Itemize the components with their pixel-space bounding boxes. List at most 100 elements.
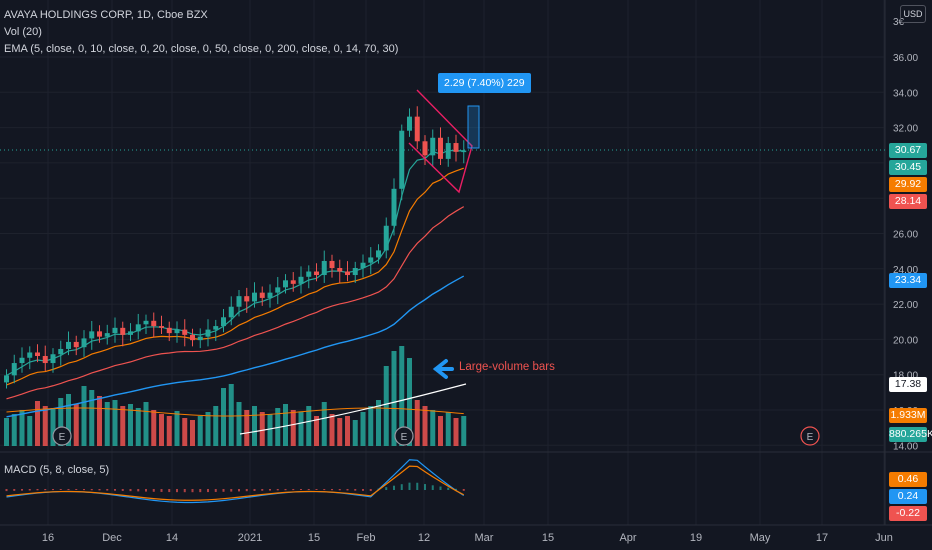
candle-body — [236, 296, 242, 307]
candle-body — [376, 250, 381, 258]
volume-bar — [453, 418, 459, 446]
volume-bar — [221, 388, 226, 446]
volume-bar — [120, 406, 126, 446]
macd-histogram-bar — [28, 489, 31, 491]
volume-bar — [151, 410, 157, 446]
candle-body — [135, 324, 141, 332]
macd-tag-signal: 0.46 — [889, 472, 927, 487]
macd-histogram-bar — [145, 489, 147, 492]
earnings-marker-label: E — [401, 432, 408, 443]
macd-histogram-bar — [13, 489, 16, 491]
macd-histogram-bar — [75, 489, 78, 491]
time-tick-label: 15 — [308, 532, 320, 544]
macd-histogram-bar — [300, 489, 302, 491]
time-tick-label: 12 — [418, 532, 430, 544]
volume-bar — [267, 414, 273, 446]
candle-body — [205, 329, 211, 337]
volume-bar — [445, 412, 451, 446]
candle-body — [19, 357, 25, 364]
macd-histogram-bar — [354, 489, 357, 491]
time-tick-label: Dec — [102, 532, 122, 544]
volume-bar — [213, 406, 219, 446]
macd-histogram-bar — [253, 489, 256, 491]
macd-histogram-bar — [416, 482, 419, 490]
macd-histogram-bar — [462, 489, 465, 491]
candle-body — [321, 260, 327, 276]
price-tag-ema-green: 30.45 — [889, 160, 927, 175]
volume-bar — [414, 400, 420, 446]
candle-body — [58, 348, 64, 355]
volume-bar — [205, 412, 211, 446]
candle-body — [190, 334, 195, 341]
macd-histogram-bar — [90, 489, 93, 491]
macd-histogram-bar — [152, 489, 155, 492]
macd-histogram-bar — [323, 489, 326, 491]
earnings-marker-label: E — [807, 432, 814, 443]
macd-histogram-bar — [207, 489, 209, 493]
volume-bar — [337, 418, 343, 446]
macd-histogram-bar — [439, 486, 442, 490]
macd-histogram-bar — [455, 488, 457, 490]
candle-body — [314, 271, 319, 276]
candle-body — [112, 327, 118, 334]
volume-bar — [228, 384, 234, 446]
annotation-text: Large-volume bars — [459, 361, 555, 373]
volume-bar — [81, 386, 87, 446]
time-tick-label: May — [750, 532, 771, 544]
volume-bar — [73, 404, 79, 446]
candle-body — [352, 268, 358, 276]
macd-histogram-bar — [346, 489, 349, 491]
macd-histogram-bar — [59, 489, 62, 491]
macd-signal-line — [6, 465, 465, 501]
candle-body — [422, 141, 428, 156]
macd-pane — [5, 459, 465, 504]
time-tick-label: 19 — [690, 532, 702, 544]
macd-histogram-bar — [121, 489, 124, 491]
price-tag-vol-avg: 1.933M — [889, 408, 927, 423]
price-tick-label: 36.00 — [893, 53, 918, 64]
candle-body — [97, 331, 102, 337]
volume-bar — [368, 406, 374, 446]
volume-bar — [360, 412, 366, 446]
time-tick-label: 17 — [816, 532, 828, 544]
price-tick-label: 18.00 — [893, 371, 918, 382]
price-tag-ema-orange: 29.92 — [889, 177, 927, 192]
macd-indicator-label[interactable]: MACD (5, 8, close, 5) — [4, 464, 110, 476]
price-tick-label: 34.00 — [893, 88, 918, 99]
volume-indicator-label[interactable]: Vol (20) — [4, 26, 42, 38]
volume-bar — [4, 418, 9, 446]
candle-body — [337, 268, 343, 272]
candle-body — [42, 356, 48, 364]
volume-bar — [306, 406, 312, 446]
macd-histogram-bar — [385, 487, 388, 490]
candle-body — [438, 137, 443, 159]
volume-bar — [66, 394, 71, 446]
volume-bar — [135, 408, 141, 446]
price-tag-last: 30.67 — [889, 143, 927, 158]
earnings-marker-icon — [800, 426, 820, 446]
candle-body — [151, 320, 157, 327]
macd-histogram-bar — [222, 489, 225, 492]
macd-histogram-bar — [137, 489, 140, 492]
time-tick-label: 14 — [166, 532, 178, 544]
macd-histogram-bar — [238, 489, 240, 492]
volume-bar — [422, 406, 428, 446]
candle-body — [159, 326, 164, 328]
volume-bar — [35, 401, 40, 446]
macd-histogram-bar — [431, 485, 434, 490]
candle-body — [453, 143, 459, 152]
candle-body — [66, 341, 71, 349]
volume-bar — [438, 416, 443, 446]
currency-button[interactable]: USD — [900, 5, 926, 23]
macd-histogram-bar — [67, 489, 70, 491]
candle-body — [252, 292, 257, 302]
ema-indicator-label[interactable]: EMA (5, close, 0, 10, close, 0, 20, clos… — [4, 43, 399, 55]
volume-bar — [430, 410, 436, 446]
candle-body — [306, 271, 312, 277]
candle-body — [345, 271, 350, 276]
volume-bar — [399, 346, 405, 446]
macd-histogram-bar — [245, 489, 248, 492]
volume-bar — [383, 366, 389, 446]
candle-body — [414, 116, 420, 142]
